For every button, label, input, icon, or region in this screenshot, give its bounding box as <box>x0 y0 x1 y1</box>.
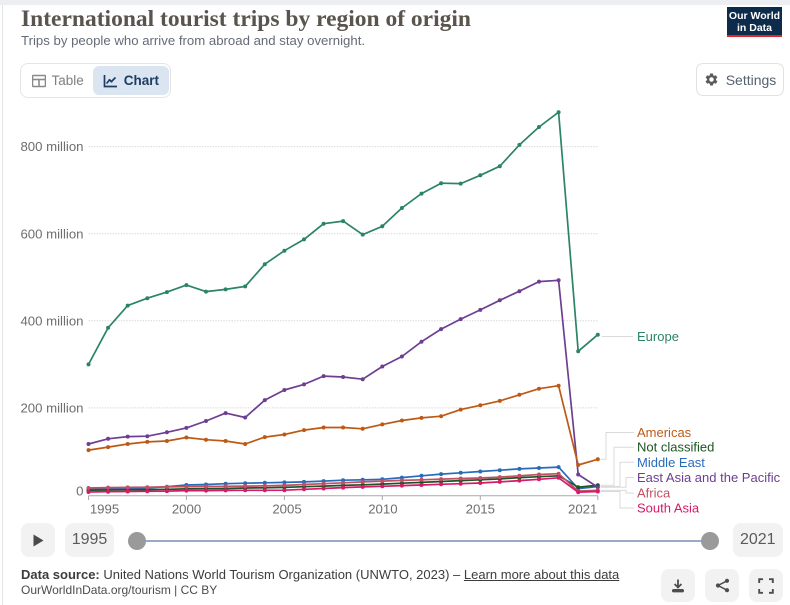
svg-text:East Asia and the Pacific: East Asia and the Pacific <box>637 470 781 485</box>
svg-text:2021: 2021 <box>568 502 597 517</box>
svg-text:South Asia: South Asia <box>637 501 700 516</box>
svg-text:2005: 2005 <box>272 502 301 517</box>
svg-text:2010: 2010 <box>368 502 397 517</box>
svg-text:1995: 1995 <box>90 502 119 517</box>
svg-text:200 million: 200 million <box>20 401 83 416</box>
svg-text:2000: 2000 <box>172 502 201 517</box>
svg-text:Europe: Europe <box>637 329 679 344</box>
svg-text:Not classified: Not classified <box>637 440 714 455</box>
svg-text:0: 0 <box>76 483 83 498</box>
svg-text:Americas: Americas <box>637 425 692 440</box>
svg-text:2015: 2015 <box>466 502 495 517</box>
svg-text:Middle East: Middle East <box>637 455 705 470</box>
svg-text:400 million: 400 million <box>20 313 83 328</box>
svg-text:600 million: 600 million <box>20 226 83 241</box>
svg-text:Africa: Africa <box>637 486 671 501</box>
svg-text:800 million: 800 million <box>20 139 83 154</box>
